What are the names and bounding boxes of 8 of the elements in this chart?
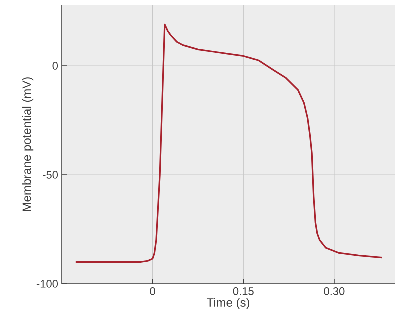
x-axis-title: Time (s) — [206, 298, 250, 310]
x-tick-label: 0 — [150, 288, 156, 296]
y-tick-label: -100 — [36, 280, 58, 288]
y-tick-label: -50 — [43, 171, 58, 179]
x-tick-label: 0.15 — [233, 288, 254, 296]
y-tick-label: 0 — [52, 62, 58, 70]
y-axis-title: Membrane potential (mV) — [22, 78, 34, 212]
x-tick-label: 0.30 — [324, 288, 345, 296]
